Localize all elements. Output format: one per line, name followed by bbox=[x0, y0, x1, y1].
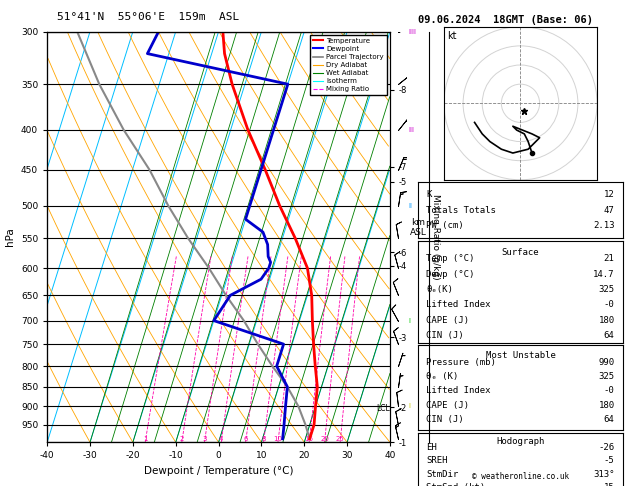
Text: EH: EH bbox=[426, 443, 437, 452]
Text: CAPE (J): CAPE (J) bbox=[426, 401, 469, 410]
Text: -0: -0 bbox=[604, 386, 615, 396]
Text: kt: kt bbox=[447, 31, 457, 41]
Text: Dewp (°C): Dewp (°C) bbox=[426, 270, 475, 279]
Text: Totals Totals: Totals Totals bbox=[426, 206, 496, 215]
Text: -26: -26 bbox=[598, 443, 615, 452]
Text: 15: 15 bbox=[604, 483, 615, 486]
Text: 21: 21 bbox=[604, 255, 615, 263]
Text: 325: 325 bbox=[598, 285, 615, 294]
Text: CIN (J): CIN (J) bbox=[426, 331, 464, 340]
Text: 313°: 313° bbox=[593, 470, 615, 479]
Text: θₑ(K): θₑ(K) bbox=[426, 285, 454, 294]
Text: 16: 16 bbox=[304, 436, 314, 442]
Text: 180: 180 bbox=[598, 401, 615, 410]
Text: 8: 8 bbox=[262, 436, 266, 442]
Text: LCL: LCL bbox=[376, 404, 390, 413]
Text: 3: 3 bbox=[203, 436, 207, 442]
Text: 10: 10 bbox=[274, 436, 282, 442]
Text: 180: 180 bbox=[598, 316, 615, 325]
Text: 47: 47 bbox=[604, 206, 615, 215]
Text: 2: 2 bbox=[180, 436, 184, 442]
Text: 14.7: 14.7 bbox=[593, 270, 615, 279]
Text: Surface: Surface bbox=[502, 248, 539, 257]
Text: 325: 325 bbox=[598, 372, 615, 381]
Y-axis label: km
ASL: km ASL bbox=[410, 218, 427, 237]
Text: 20: 20 bbox=[320, 436, 329, 442]
Text: II: II bbox=[408, 203, 412, 209]
Text: 6: 6 bbox=[243, 436, 248, 442]
Text: SREH: SREH bbox=[426, 456, 448, 466]
Text: Pressure (mb): Pressure (mb) bbox=[426, 358, 496, 366]
Text: 2.13: 2.13 bbox=[593, 221, 615, 230]
Text: I: I bbox=[408, 317, 410, 324]
Text: θₑ (K): θₑ (K) bbox=[426, 372, 459, 381]
Text: CAPE (J): CAPE (J) bbox=[426, 316, 469, 325]
Text: -5: -5 bbox=[604, 456, 615, 466]
Text: 09.06.2024  18GMT (Base: 06): 09.06.2024 18GMT (Base: 06) bbox=[418, 15, 593, 25]
Text: 64: 64 bbox=[604, 331, 615, 340]
Text: 25: 25 bbox=[336, 436, 345, 442]
Text: CIN (J): CIN (J) bbox=[426, 416, 464, 424]
Text: 4: 4 bbox=[219, 436, 223, 442]
Text: 12: 12 bbox=[604, 190, 615, 199]
Text: III: III bbox=[408, 127, 414, 133]
Text: Hodograph: Hodograph bbox=[496, 437, 545, 446]
Y-axis label: hPa: hPa bbox=[5, 227, 15, 246]
Text: K: K bbox=[426, 190, 432, 199]
Text: Lifted Index: Lifted Index bbox=[426, 386, 491, 396]
Text: -0: -0 bbox=[604, 300, 615, 310]
Text: 51°41'N  55°06'E  159m  ASL: 51°41'N 55°06'E 159m ASL bbox=[57, 12, 239, 22]
Text: 64: 64 bbox=[604, 416, 615, 424]
Text: Most Unstable: Most Unstable bbox=[486, 351, 555, 360]
Text: StmDir: StmDir bbox=[426, 470, 459, 479]
Text: 1: 1 bbox=[143, 436, 147, 442]
Text: 990: 990 bbox=[598, 358, 615, 366]
X-axis label: Dewpoint / Temperature (°C): Dewpoint / Temperature (°C) bbox=[144, 466, 293, 476]
Text: I: I bbox=[408, 403, 410, 409]
Legend: Temperature, Dewpoint, Parcel Trajectory, Dry Adiabat, Wet Adiabat, Isotherm, Mi: Temperature, Dewpoint, Parcel Trajectory… bbox=[310, 35, 386, 95]
Text: IIII: IIII bbox=[408, 29, 416, 35]
Text: Temp (°C): Temp (°C) bbox=[426, 255, 475, 263]
Y-axis label: Mixing Ratio (g/kg): Mixing Ratio (g/kg) bbox=[431, 194, 440, 280]
Text: StmSpd (kt): StmSpd (kt) bbox=[426, 483, 486, 486]
Text: © weatheronline.co.uk: © weatheronline.co.uk bbox=[472, 472, 569, 481]
Text: Lifted Index: Lifted Index bbox=[426, 300, 491, 310]
Text: PW (cm): PW (cm) bbox=[426, 221, 464, 230]
